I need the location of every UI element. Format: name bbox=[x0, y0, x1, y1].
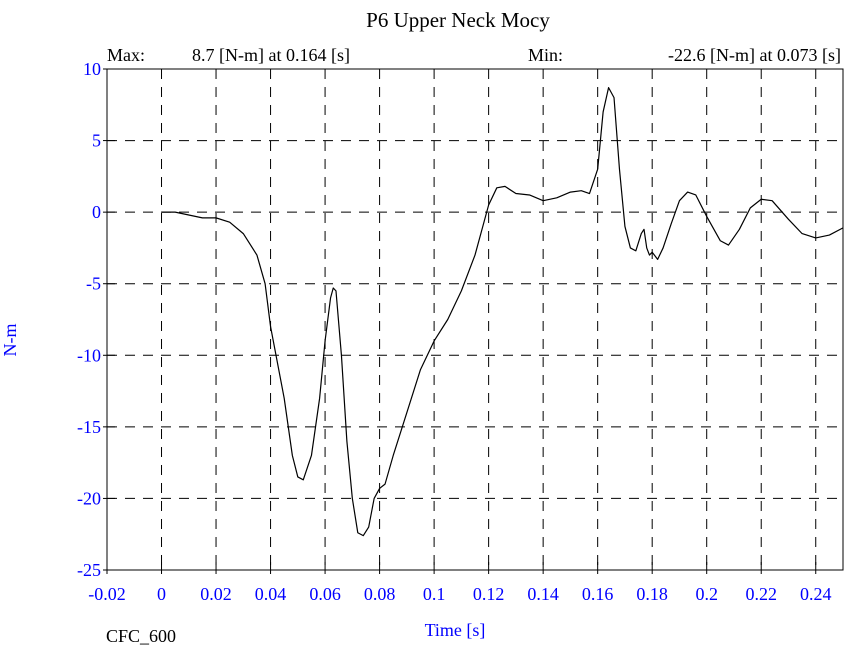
y-tick-label: -20 bbox=[77, 488, 101, 508]
x-tick-label: 0.22 bbox=[745, 584, 777, 604]
x-tick-label: 0.16 bbox=[582, 584, 614, 604]
plot-frame bbox=[106, 68, 844, 571]
data-line bbox=[161, 87, 844, 537]
y-tick-label: -5 bbox=[86, 274, 101, 294]
x-tick-label: 0.02 bbox=[200, 584, 232, 604]
max-label: Max: bbox=[107, 45, 145, 65]
y-tick-label: 10 bbox=[83, 59, 101, 79]
y-tick-label: -15 bbox=[77, 417, 101, 437]
x-tick-label: 0.04 bbox=[255, 584, 287, 604]
x-axis-label: Time [s] bbox=[425, 620, 486, 640]
x-tick-label: 0.12 bbox=[473, 584, 505, 604]
x-tick-label: 0.18 bbox=[636, 584, 668, 604]
y-tick-label: 0 bbox=[92, 202, 101, 222]
max-text: 8.7 [N-m] at 0.164 [s] bbox=[192, 45, 350, 65]
chart-title: P6 Upper Neck Mocy bbox=[366, 8, 550, 32]
x-tick-label: 0.2 bbox=[695, 584, 718, 604]
y-tick-label: -10 bbox=[77, 345, 101, 365]
footer: CFC_600 bbox=[106, 626, 176, 646]
y-tick-label: 5 bbox=[92, 131, 101, 151]
min-label: Min: bbox=[528, 45, 563, 65]
x-tick-label: 0.08 bbox=[364, 584, 396, 604]
x-tick-label: 0.06 bbox=[309, 584, 341, 604]
x-tick-label: 0.1 bbox=[423, 584, 446, 604]
x-tick-label: 0.14 bbox=[527, 584, 559, 604]
y-axis-label: N-m bbox=[0, 324, 20, 357]
min-text: -22.6 [N-m] at 0.073 [s] bbox=[668, 45, 841, 65]
x-tick-label: -0.02 bbox=[88, 584, 126, 604]
y-tick-label: -25 bbox=[77, 560, 101, 580]
x-tick-label: 0.24 bbox=[800, 584, 832, 604]
x-tick-label: 0 bbox=[157, 584, 166, 604]
